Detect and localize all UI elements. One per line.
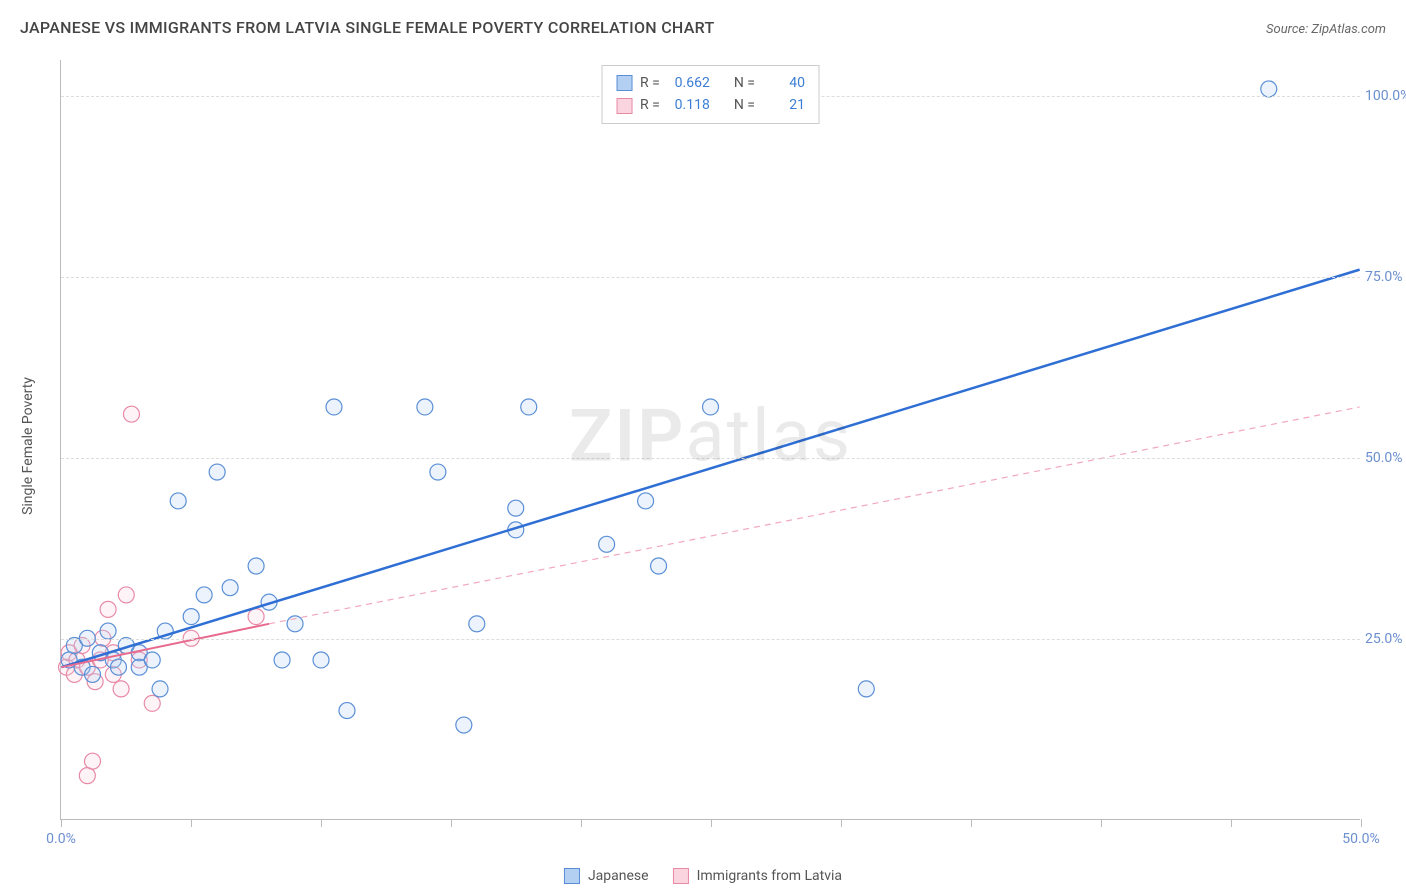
scatter-point xyxy=(100,601,116,617)
x-tick xyxy=(191,819,192,827)
trend-line xyxy=(61,270,1359,668)
scatter-point xyxy=(123,406,139,422)
x-tick xyxy=(1101,819,1102,827)
gridline-h xyxy=(61,458,1360,459)
scatter-point xyxy=(209,464,225,480)
scatter-point xyxy=(248,609,264,625)
n-label-0: N = xyxy=(734,72,755,94)
chart-container: JAPANESE VS IMMIGRANTS FROM LATVIA SINGL… xyxy=(0,0,1406,892)
scatter-point xyxy=(196,587,212,603)
title-row: JAPANESE VS IMMIGRANTS FROM LATVIA SINGL… xyxy=(20,18,1386,37)
legend-swatch-1 xyxy=(673,868,689,884)
scatter-point xyxy=(274,652,290,668)
swatch-series-1 xyxy=(616,98,632,114)
scatter-point xyxy=(339,703,355,719)
x-tick-label: 50.0% xyxy=(1342,831,1380,847)
x-tick xyxy=(321,819,322,827)
scatter-point xyxy=(118,587,134,603)
scatter-point xyxy=(248,558,264,574)
x-tick xyxy=(1231,819,1232,827)
scatter-point xyxy=(1261,81,1277,97)
chart-title: JAPANESE VS IMMIGRANTS FROM LATVIA SINGL… xyxy=(20,18,715,37)
trend-line-dash xyxy=(269,407,1360,624)
legend-item-1: Immigrants from Latvia xyxy=(673,868,842,884)
gridline-h xyxy=(61,639,1360,640)
stat-legend: R = 0.662 N = 40 R = 0.118 N = 21 xyxy=(601,65,820,124)
scatter-point xyxy=(599,536,615,552)
gridline-h xyxy=(61,277,1360,278)
scatter-point xyxy=(508,500,524,516)
scatter-point xyxy=(430,464,446,480)
scatter-point xyxy=(222,580,238,596)
scatter-point xyxy=(85,666,101,682)
n-value-0: 40 xyxy=(763,72,805,94)
scatter-point xyxy=(100,623,116,639)
r-label-0: R = xyxy=(640,72,660,94)
scatter-point xyxy=(85,753,101,769)
legend-swatch-0 xyxy=(564,868,580,884)
legend-label-0: Japanese xyxy=(588,868,649,884)
x-tick xyxy=(451,819,452,827)
scatter-point xyxy=(144,652,160,668)
stat-row-series-0: R = 0.662 N = 40 xyxy=(616,72,805,94)
x-tick xyxy=(581,819,582,827)
scatter-point xyxy=(703,399,719,415)
scatter-point xyxy=(638,493,654,509)
x-tick xyxy=(711,819,712,827)
scatter-point xyxy=(313,652,329,668)
r-label-1: R = xyxy=(640,94,660,116)
y-tick-label: 75.0% xyxy=(1365,269,1406,285)
legend-label-1: Immigrants from Latvia xyxy=(697,868,842,884)
scatter-point xyxy=(651,558,667,574)
scatter-point xyxy=(858,681,874,697)
legend-item-0: Japanese xyxy=(564,868,649,884)
plot-svg xyxy=(61,60,1360,819)
stat-row-series-1: R = 0.118 N = 21 xyxy=(616,94,805,116)
series-legend: Japanese Immigrants from Latvia xyxy=(564,868,842,884)
swatch-series-0 xyxy=(616,75,632,91)
plot-area: ZIPatlas R = 0.662 N = 40 R = 0.118 N = … xyxy=(60,60,1360,820)
scatter-point xyxy=(144,695,160,711)
scatter-point xyxy=(469,616,485,632)
x-tick xyxy=(971,819,972,827)
scatter-point xyxy=(79,768,95,784)
scatter-point xyxy=(417,399,433,415)
y-tick-label: 100.0% xyxy=(1365,88,1406,104)
y-tick-label: 25.0% xyxy=(1365,631,1406,647)
x-tick-label: 0.0% xyxy=(46,831,76,847)
scatter-point xyxy=(170,493,186,509)
r-value-0: 0.662 xyxy=(668,72,710,94)
r-value-1: 0.118 xyxy=(668,94,710,116)
n-value-1: 21 xyxy=(763,94,805,116)
scatter-point xyxy=(521,399,537,415)
scatter-point xyxy=(113,681,129,697)
scatter-point xyxy=(326,399,342,415)
x-tick xyxy=(61,819,62,827)
scatter-point xyxy=(152,681,168,697)
source-attribution: Source: ZipAtlas.com xyxy=(1266,22,1386,37)
scatter-point xyxy=(110,659,126,675)
scatter-point xyxy=(456,717,472,733)
x-tick xyxy=(1361,819,1362,827)
x-tick xyxy=(841,819,842,827)
y-axis-title: Single Female Poverty xyxy=(20,377,36,515)
n-label-1: N = xyxy=(734,94,755,116)
scatter-point xyxy=(183,609,199,625)
y-tick-label: 50.0% xyxy=(1365,450,1406,466)
